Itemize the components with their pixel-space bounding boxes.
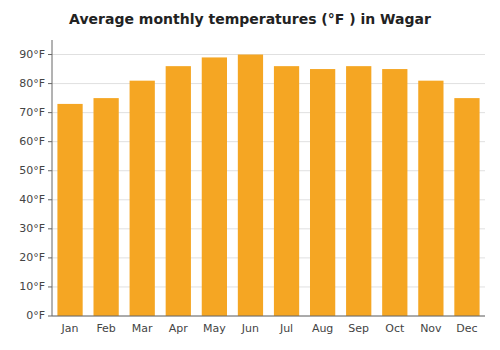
y-tick (48, 170, 52, 171)
y-tick-label: 10°F (19, 280, 45, 293)
y-tick-label: 70°F (19, 106, 45, 119)
y-axis-ticks: 0°F 10°F 20°F 30°F 40°F 50°F 60°F 70°F 80°F 90°F (19, 48, 52, 322)
x-tick-label: Oct (385, 322, 405, 335)
y-tick (48, 286, 52, 287)
x-axis-line (52, 316, 485, 317)
bar (454, 98, 479, 316)
grid-line (52, 316, 485, 317)
x-tick-label: Jul (279, 322, 293, 335)
y-tick-label: 50°F (19, 164, 45, 177)
y-tick-label: 40°F (19, 193, 45, 206)
chart-container: 0°F 10°F 20°F 30°F 40°F 50°F 60°F 70°F 80°F 90°F J… (0, 0, 500, 350)
x-axis-ticks: Jan Feb Mar Apr May Jun Jul Aug Sep Oct Nov Dec (61, 322, 478, 335)
y-tick (48, 199, 52, 200)
y-tick-label: 30°F (19, 222, 45, 235)
y-axis-line (52, 40, 53, 316)
bar (274, 66, 299, 316)
bars (57, 55, 479, 316)
x-tick-label: Nov (420, 322, 442, 335)
y-tick (48, 83, 52, 84)
x-tick-label: May (203, 322, 226, 335)
x-tick-label: Jan (61, 322, 79, 335)
x-tick-label: Feb (96, 322, 115, 335)
chart-title: Average monthly temperatures (°F ) in Wa… (69, 11, 431, 27)
y-tick-label: 0°F (26, 309, 45, 322)
x-tick-label: Jun (241, 322, 259, 335)
bar (57, 104, 82, 316)
y-tick (48, 112, 52, 113)
bar (382, 69, 407, 316)
bar (166, 66, 191, 316)
y-grid (52, 55, 485, 316)
bar (238, 55, 263, 316)
grid-line (52, 54, 485, 55)
bar (202, 57, 227, 316)
y-tick-label: 20°F (19, 251, 45, 264)
bar (130, 81, 155, 316)
bar (310, 69, 335, 316)
y-tick (48, 257, 52, 258)
x-tick-label: Mar (132, 322, 153, 335)
y-tick-label: 60°F (19, 135, 45, 148)
x-tick-label: Apr (169, 322, 189, 335)
y-tick (48, 141, 52, 142)
x-tick-label: Aug (312, 322, 333, 335)
bar (418, 81, 443, 316)
y-tick-label: 90°F (19, 48, 45, 61)
bar (346, 66, 371, 316)
y-tick (48, 228, 52, 229)
x-tick-label: Dec (456, 322, 477, 335)
bar (93, 98, 118, 316)
y-tick (48, 316, 52, 317)
y-tick (48, 54, 52, 55)
x-tick-label: Sep (348, 322, 369, 335)
chart-svg: 0°F 10°F 20°F 30°F 40°F 50°F 60°F 70°F 80°F 90°F J… (0, 0, 500, 350)
y-tick-label: 80°F (19, 77, 45, 90)
